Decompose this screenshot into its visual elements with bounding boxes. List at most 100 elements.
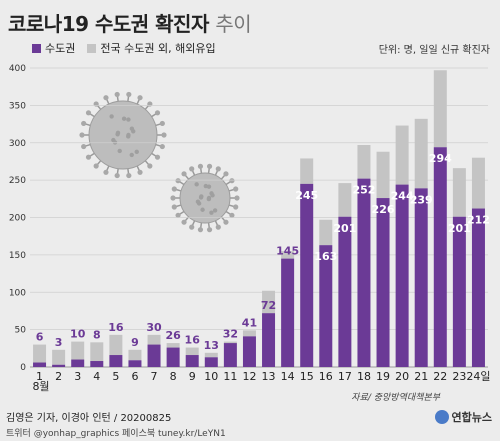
x-tick-label: 19 bbox=[376, 370, 390, 383]
legend-label-metro: 수도권 bbox=[45, 42, 76, 55]
data-label: 212 bbox=[467, 214, 490, 227]
data-label: 10 bbox=[70, 328, 86, 341]
bar-other bbox=[128, 349, 142, 361]
x-tick-label: 6 bbox=[131, 370, 138, 383]
virus-illustrations bbox=[79, 91, 240, 233]
data-label: 245 bbox=[295, 189, 318, 202]
grid bbox=[30, 67, 488, 368]
bar-metro bbox=[376, 198, 390, 367]
x-tick-label: 2 bbox=[55, 370, 62, 383]
legend: 수도권 전국 수도권 외, 해외유입 bbox=[32, 40, 216, 56]
data-label: 13 bbox=[204, 339, 219, 352]
bar-other bbox=[357, 144, 371, 179]
virus-large-icon bbox=[79, 91, 167, 179]
data-label: 72 bbox=[261, 299, 276, 312]
y-tick-label: 0 bbox=[20, 363, 26, 373]
y-tick-label: 100 bbox=[9, 288, 26, 298]
bar-other bbox=[166, 343, 180, 348]
bar-other bbox=[52, 349, 66, 365]
x-tick-label: 21 bbox=[414, 370, 428, 383]
bar-metro bbox=[128, 360, 142, 367]
x-tick-label: 24일 bbox=[466, 369, 490, 383]
bar-metro bbox=[33, 362, 47, 367]
bar-metro bbox=[452, 216, 466, 367]
bar-other bbox=[262, 290, 276, 314]
bar-other bbox=[300, 158, 314, 184]
bar-metro bbox=[300, 183, 314, 367]
data-label: 145 bbox=[276, 245, 299, 258]
bar-metro bbox=[338, 216, 352, 367]
x-tick-label: 7 bbox=[151, 370, 158, 383]
x-tick-label: 17 bbox=[338, 370, 352, 383]
bar-metro bbox=[185, 355, 199, 367]
x-tick-label: 20 bbox=[395, 370, 409, 383]
y-tick-label: 250 bbox=[9, 176, 26, 186]
logo-text: 연합뉴스 bbox=[451, 411, 492, 424]
y-tick-label: 200 bbox=[9, 214, 26, 224]
bar-other bbox=[319, 219, 333, 246]
data-label: 26 bbox=[165, 329, 181, 342]
bar-metro bbox=[204, 357, 218, 367]
social-line: 트위터 @yonhap_graphics 페이스북 tuney.kr/LeYN1 bbox=[6, 429, 226, 439]
bar-other bbox=[33, 344, 47, 363]
data-label: 244 bbox=[391, 190, 414, 203]
bar-other bbox=[376, 151, 390, 199]
x-tick-label: 11 bbox=[223, 370, 237, 383]
data-label: 252 bbox=[352, 184, 375, 197]
bar-other bbox=[242, 330, 256, 337]
bar-metro bbox=[433, 147, 447, 367]
bar-metro bbox=[262, 313, 276, 367]
bar-metro bbox=[166, 347, 180, 367]
yonhap-logo: 연합뉴스 bbox=[434, 409, 492, 425]
data-label: 201 bbox=[448, 222, 471, 235]
bar-other bbox=[147, 334, 161, 345]
legend-label-other: 전국 수도권 외, 해외유입 bbox=[100, 42, 216, 55]
virus-small-icon bbox=[170, 163, 240, 233]
x-tick-label: 18 bbox=[357, 370, 371, 383]
bar-other bbox=[395, 125, 409, 185]
unit-note: 단위: 명, 일일 신규 확진자 bbox=[378, 45, 490, 56]
data-label: 163 bbox=[314, 250, 337, 263]
x-tick-label: 4 bbox=[93, 370, 100, 383]
source-note: 자료/ 중앙방역대책본부 bbox=[351, 393, 440, 403]
bar-other bbox=[185, 347, 199, 356]
legend-item-other: 전국 수도권 외, 해외유입 bbox=[87, 40, 216, 56]
x-tick-label: 8 bbox=[170, 370, 177, 383]
bar-other bbox=[71, 341, 85, 360]
y-tick-label: 300 bbox=[9, 139, 26, 149]
bar-metro bbox=[147, 344, 161, 367]
x-tick-label: 9 bbox=[189, 370, 196, 383]
data-label: 41 bbox=[242, 316, 257, 329]
x-tick-label: 14 bbox=[281, 370, 295, 383]
month-label: 8월 bbox=[32, 380, 49, 393]
data-label: 239 bbox=[410, 193, 433, 206]
data-label: 32 bbox=[223, 328, 238, 341]
data-label: 6 bbox=[36, 331, 44, 344]
bar-metro bbox=[90, 361, 104, 367]
x-axis-ticks: 1 2 3 4 5 6 7 8 9 10 11 12 13 14 15 16 17 18 19 20 21 22 23 24일 bbox=[36, 369, 490, 383]
y-tick-label: 150 bbox=[9, 251, 26, 261]
y-axis-ticks: 0 50 100 150 200 250 300 350 400 bbox=[9, 64, 26, 373]
x-tick-label: 5 bbox=[112, 370, 119, 383]
data-label: 9 bbox=[131, 336, 139, 349]
bar-metro bbox=[395, 184, 409, 367]
bar-other bbox=[204, 352, 218, 358]
bar-other bbox=[471, 157, 485, 209]
bar-other bbox=[452, 168, 466, 217]
logo-mark-icon bbox=[434, 410, 449, 424]
legend-swatch-metro bbox=[32, 43, 41, 53]
bar-other bbox=[109, 334, 123, 356]
bar-metro bbox=[71, 359, 85, 367]
y-tick-label: 350 bbox=[9, 101, 26, 111]
chart-title: 코로나19 수도권 확진자 추이 bbox=[8, 8, 252, 37]
data-label: 3 bbox=[55, 336, 63, 349]
bars bbox=[33, 70, 485, 367]
x-tick-label: 10 bbox=[204, 370, 218, 383]
y-tick-label: 400 bbox=[9, 64, 26, 74]
title-light: 추이 bbox=[215, 12, 252, 36]
bar-metro bbox=[223, 343, 237, 367]
bar-other bbox=[281, 251, 295, 259]
x-tick-label: 16 bbox=[319, 370, 333, 383]
data-label: 30 bbox=[146, 321, 162, 334]
bar-metro bbox=[52, 364, 66, 367]
